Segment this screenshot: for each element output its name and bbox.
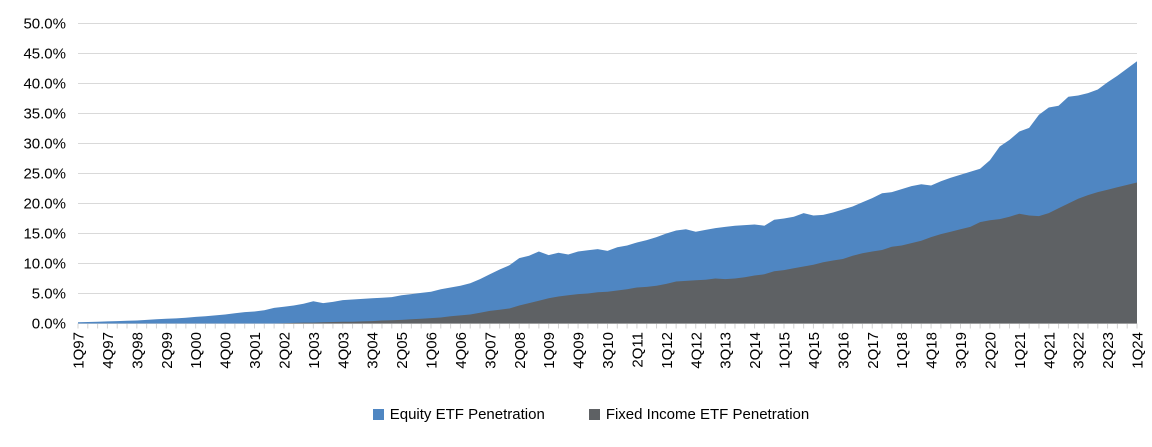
x-axis-label: 2Q20 bbox=[982, 332, 999, 369]
x-axis-label: 4Q00 bbox=[218, 332, 235, 369]
x-axis-label: 1Q97 bbox=[71, 332, 88, 369]
legend-item-equity: Equity ETF Penetration bbox=[372, 405, 545, 423]
y-axis-label: 0.0% bbox=[32, 316, 66, 333]
plot-area: 50.0% 45.0% 40.0% 35.0% 30.0% 25.0% 20.0% 15.0%… bbox=[23, 16, 1147, 369]
x-axis-label: 4Q18 bbox=[924, 332, 941, 369]
x-axis-label: 3Q19 bbox=[953, 332, 970, 369]
x-axis-label: 3Q98 bbox=[129, 332, 146, 369]
x-axis-label: 1Q00 bbox=[188, 332, 205, 369]
y-axis-label: 45.0% bbox=[23, 46, 66, 63]
x-axis-label: 1Q12 bbox=[659, 332, 676, 369]
x-axis-label: 1Q21 bbox=[1012, 332, 1029, 369]
x-axis-label: 3Q16 bbox=[835, 332, 852, 369]
y-axis-label: 20.0% bbox=[23, 196, 66, 213]
x-axis-label: 4Q97 bbox=[100, 332, 117, 369]
x-axis-label: 1Q09 bbox=[541, 332, 558, 369]
legend-item-fixed-income: Fixed Income ETF Penetration bbox=[588, 405, 810, 423]
x-axis-label: 4Q03 bbox=[335, 332, 352, 369]
y-axis-label: 40.0% bbox=[23, 76, 66, 93]
y-axis-label: 35.0% bbox=[23, 106, 66, 123]
x-axis-label: 1Q18 bbox=[894, 332, 911, 369]
y-axis-label: 10.0% bbox=[23, 256, 66, 273]
x-axis-label: 1Q06 bbox=[424, 332, 441, 369]
x-axis-label: 2Q08 bbox=[512, 332, 529, 369]
x-axis-label: 3Q10 bbox=[600, 332, 617, 369]
x-axis-label: 4Q06 bbox=[453, 332, 470, 369]
x-axis-label: 3Q07 bbox=[482, 332, 499, 369]
x-axis-label: 2Q05 bbox=[394, 332, 411, 369]
x-axis-label: 1Q24 bbox=[1130, 332, 1147, 369]
x-axis-label: 4Q15 bbox=[806, 332, 823, 369]
y-axis-label: 5.0% bbox=[32, 286, 66, 303]
x-axis-label: 2Q14 bbox=[747, 332, 764, 369]
x-axis-label: 3Q04 bbox=[365, 332, 382, 369]
x-axis-label: 4Q21 bbox=[1041, 332, 1058, 369]
x-axis-label: 1Q03 bbox=[306, 332, 323, 369]
y-axis-label: 50.0% bbox=[23, 16, 66, 33]
legend-label-equity: Equity ETF Penetration bbox=[389, 405, 545, 423]
x-axis-label: 2Q11 bbox=[629, 332, 646, 368]
x-axis-label: 2Q99 bbox=[159, 332, 176, 369]
x-axis-label: 3Q13 bbox=[718, 332, 735, 369]
x-axis-label: 3Q01 bbox=[247, 332, 264, 369]
x-axis-label: 3Q22 bbox=[1071, 332, 1088, 369]
x-axis-label: 4Q12 bbox=[688, 332, 705, 369]
fixed-income-area-series bbox=[78, 182, 1137, 324]
y-axis-label: 15.0% bbox=[23, 226, 66, 243]
x-axis-label: 1Q15 bbox=[777, 332, 794, 369]
y-axis-label: 25.0% bbox=[23, 166, 66, 183]
x-axis-label: 2Q23 bbox=[1100, 332, 1117, 369]
x-axis-label: 2Q17 bbox=[865, 332, 882, 369]
x-axis-label: 4Q09 bbox=[571, 332, 588, 369]
chart-legend: Equity ETF Penetration Fixed Income ETF … bbox=[15, 402, 1152, 426]
fixed-income-swatch-icon bbox=[588, 408, 600, 420]
x-axis-label: 2Q02 bbox=[276, 332, 293, 369]
y-axis-label: 30.0% bbox=[23, 136, 66, 153]
legend-label-fixed-income: Fixed Income ETF Penetration bbox=[605, 405, 810, 423]
equity-swatch-icon bbox=[372, 408, 384, 420]
